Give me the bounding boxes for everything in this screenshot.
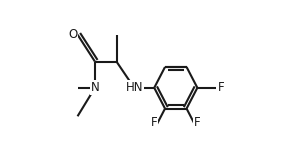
Text: HN: HN xyxy=(126,81,143,94)
Text: O: O xyxy=(68,28,77,41)
Text: N: N xyxy=(90,81,99,94)
Text: F: F xyxy=(218,81,224,94)
Text: F: F xyxy=(151,116,157,129)
Text: F: F xyxy=(194,116,201,129)
